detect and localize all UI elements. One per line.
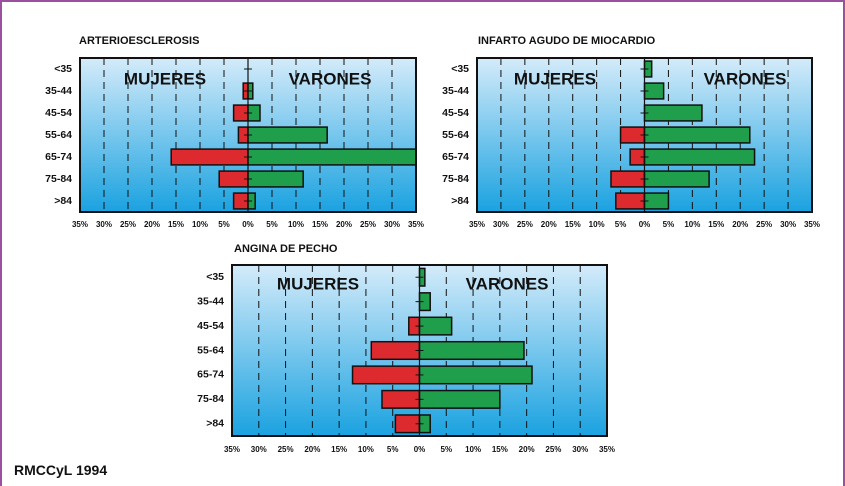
category-label: 55-64	[442, 129, 469, 141]
x-tick-label: 10%	[589, 220, 605, 229]
left-group-label: MUJERES	[277, 274, 359, 293]
bar-varones	[418, 316, 453, 336]
category-label: 35-44	[197, 295, 224, 307]
category-label: >84	[206, 418, 224, 430]
bar-mujeres	[370, 340, 421, 361]
bar-mujeres	[615, 192, 646, 210]
plot-border	[476, 57, 813, 213]
category-label: 65-74	[442, 151, 469, 163]
x-tick-label: 30%	[384, 220, 400, 229]
category-label: 55-64	[45, 129, 72, 141]
x-tick-label: 30%	[493, 220, 509, 229]
x-tick-label: 35%	[224, 445, 240, 454]
bar-mujeres	[170, 148, 249, 166]
x-tick-label: 10%	[192, 220, 208, 229]
x-tick-label: 20%	[519, 445, 535, 454]
bar-mujeres	[351, 365, 421, 385]
x-tick-label: 10%	[358, 445, 374, 454]
x-tick-label: 25%	[278, 445, 294, 454]
x-tick-label: 15%	[565, 220, 581, 229]
chart-title-angina: ANGINA DE PECHO	[234, 243, 338, 255]
x-tick-label: 15%	[492, 445, 508, 454]
bar-mujeres	[610, 170, 646, 188]
x-tick-label: 30%	[96, 220, 112, 229]
left-group-label: MUJERES	[514, 69, 596, 88]
category-label: 45-54	[45, 107, 72, 119]
x-tick-label: 30%	[780, 220, 796, 229]
x-tick-label: 0%	[414, 445, 426, 454]
category-label: 45-54	[197, 320, 224, 332]
x-tick-label: 0%	[639, 220, 651, 229]
category-label: >84	[54, 195, 72, 207]
category-label: 35-44	[442, 85, 469, 97]
x-tick-label: 35%	[599, 445, 615, 454]
bar-varones	[643, 170, 710, 188]
bar-varones	[643, 148, 756, 166]
bar-varones	[247, 126, 328, 144]
x-tick-label: 15%	[168, 220, 184, 229]
category-label: <35	[206, 271, 224, 283]
x-tick-label: 5%	[441, 445, 453, 454]
x-tick-label: 5%	[218, 220, 230, 229]
category-label: <35	[451, 63, 469, 75]
x-tick-label: 25%	[120, 220, 136, 229]
plot-border	[231, 264, 608, 437]
category-label: 75-84	[442, 173, 469, 185]
category-label: 65-74	[197, 369, 224, 381]
x-tick-label: 25%	[360, 220, 376, 229]
x-tick-label: 10%	[465, 445, 481, 454]
bar-varones	[247, 148, 417, 166]
category-label: 35-44	[45, 85, 72, 97]
right-group-label: VARONES	[466, 274, 549, 293]
x-tick-label: 20%	[304, 445, 320, 454]
x-tick-label: 0%	[242, 220, 254, 229]
category-label: 75-84	[45, 173, 72, 185]
bar-varones	[418, 340, 525, 361]
x-tick-label: 15%	[312, 220, 328, 229]
x-tick-label: 10%	[288, 220, 304, 229]
x-tick-label: 35%	[408, 220, 424, 229]
x-tick-label: 10%	[684, 220, 700, 229]
x-tick-label: 25%	[756, 220, 772, 229]
left-group-label: MUJERES	[124, 69, 206, 88]
right-group-label: VARONES	[704, 69, 787, 88]
right-group-label: VARONES	[289, 69, 372, 88]
bar-varones	[418, 389, 501, 409]
category-label: 55-64	[197, 344, 224, 356]
x-tick-label: 35%	[469, 220, 485, 229]
x-tick-label: 25%	[517, 220, 533, 229]
x-tick-label: 15%	[331, 445, 347, 454]
bar-mujeres	[381, 389, 421, 409]
chart-title-arterioesclerosis: ARTERIOESCLEROSIS	[79, 35, 200, 47]
x-tick-label: 20%	[541, 220, 557, 229]
x-tick-label: 5%	[615, 220, 627, 229]
category-label: 45-54	[442, 107, 469, 119]
x-tick-label: 5%	[266, 220, 278, 229]
bar-varones	[247, 170, 304, 188]
x-tick-label: 5%	[663, 220, 675, 229]
x-tick-label: 20%	[336, 220, 352, 229]
category-label: <35	[54, 63, 72, 75]
x-tick-label: 15%	[708, 220, 724, 229]
source-label: RMCCyL 1994	[14, 462, 108, 478]
x-tick-label: 20%	[732, 220, 748, 229]
chart-title-infarto: INFARTO AGUDO DE MIOCARDIO	[478, 35, 656, 47]
x-tick-label: 30%	[251, 445, 267, 454]
x-tick-label: 20%	[144, 220, 160, 229]
x-tick-label: 35%	[72, 220, 88, 229]
category-label: 75-84	[197, 393, 224, 405]
x-tick-label: 5%	[387, 445, 399, 454]
x-tick-label: 30%	[572, 445, 588, 454]
category-label: >84	[451, 195, 469, 207]
x-tick-label: 25%	[545, 445, 561, 454]
category-label: 65-74	[45, 151, 72, 163]
bar-varones	[643, 104, 703, 122]
bar-varones	[643, 126, 751, 144]
bar-mujeres	[218, 170, 249, 188]
bar-varones	[418, 365, 533, 385]
plot-border	[79, 57, 417, 213]
x-tick-label: 35%	[804, 220, 820, 229]
